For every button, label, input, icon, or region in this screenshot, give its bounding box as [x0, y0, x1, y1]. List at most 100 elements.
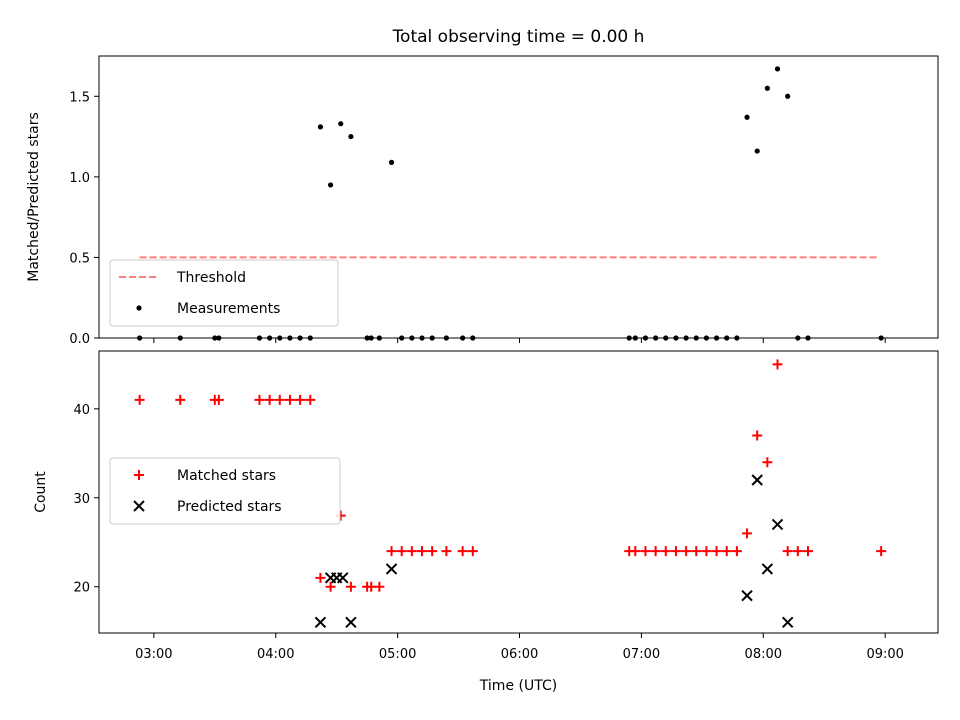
measurement-point — [307, 335, 313, 341]
matched-star-point — [792, 546, 803, 557]
measurement-point — [744, 114, 750, 120]
y-tick-label: 0.5 — [69, 251, 90, 266]
x-tick-label: 07:00 — [623, 647, 660, 662]
predicted-star-point — [385, 563, 398, 575]
measurement-point — [419, 335, 425, 341]
measurement-point — [256, 335, 263, 341]
measurement-point — [429, 335, 435, 341]
measurement-point — [805, 335, 811, 341]
matched-star-point — [691, 546, 702, 557]
measurement-point — [878, 335, 884, 341]
measurement-point — [693, 335, 699, 341]
matched-star-point — [457, 546, 468, 557]
matched-star-point — [406, 546, 417, 557]
measurement-point — [216, 335, 222, 341]
measurement-point — [774, 66, 781, 72]
legend-label: Matched stars — [177, 468, 276, 484]
predicted-star-point — [781, 616, 794, 629]
predicted-star-point — [761, 563, 774, 575]
matched-star-point — [742, 528, 753, 539]
matched-star-point — [731, 546, 742, 557]
predicted-star-point — [751, 474, 763, 486]
legend: Threshold Measurements — [109, 259, 339, 327]
y-tick-label: 20 — [73, 581, 90, 596]
matched-star-point — [175, 394, 186, 405]
matched-star-point — [762, 457, 773, 468]
matched-star-point — [711, 546, 722, 557]
measurement-point — [653, 335, 659, 341]
matched-star-point — [681, 546, 692, 557]
measurement-point — [703, 335, 710, 341]
measurement-point — [470, 335, 476, 341]
x-tick-label: 08:00 — [745, 647, 782, 662]
matched-star-point — [876, 546, 887, 557]
matched-star-point — [782, 546, 793, 557]
measurement-point — [364, 335, 370, 341]
legend-label: Measurements — [177, 301, 280, 317]
predicted-star-point — [771, 518, 784, 531]
matched-star-point — [441, 546, 452, 557]
measurement-point — [734, 335, 740, 341]
matched-star-point — [701, 546, 712, 557]
y-tick-label: 0.0 — [69, 332, 90, 347]
matched-star-point — [213, 394, 224, 405]
legend: Matched stars Predicted stars — [109, 457, 341, 525]
matched-star-point — [650, 546, 661, 557]
x-axis-label: Time (UTC) — [479, 678, 557, 694]
matched-star-point — [752, 430, 763, 441]
y-tick-label: 1.0 — [69, 171, 90, 186]
matched-star-point — [295, 394, 306, 405]
matched-star-point — [630, 546, 641, 557]
measurement-point — [388, 159, 395, 165]
matched-star-point — [305, 394, 316, 405]
y-tick-label: 40 — [73, 403, 90, 418]
measurement-point — [137, 335, 143, 341]
data-layer — [134, 359, 887, 629]
matched-star-point — [284, 394, 295, 405]
measurement-point — [376, 335, 382, 341]
matched-star-point — [660, 546, 671, 557]
measurement-point — [409, 335, 415, 341]
matched-star-point — [264, 394, 275, 405]
x-tick-label: 03:00 — [135, 647, 172, 662]
measurement-point — [683, 335, 689, 341]
measurement-point — [212, 335, 218, 341]
measurement-point — [754, 148, 760, 154]
x-tick-label: 06:00 — [501, 647, 538, 662]
measurement-point — [177, 335, 183, 341]
matched-star-point — [315, 572, 326, 583]
measurement-point — [642, 335, 649, 341]
matched-star-point — [345, 581, 356, 592]
legend-box — [109, 457, 341, 525]
measurement-point — [287, 335, 293, 341]
x-tick-label: 05:00 — [379, 647, 416, 662]
y-axis-label: Count — [33, 471, 49, 513]
measurement-point — [443, 335, 449, 341]
measurement-point — [795, 335, 801, 341]
matched-star-point — [374, 581, 385, 592]
measurement-point — [673, 335, 679, 341]
data-layer — [137, 66, 884, 341]
measurement-point — [277, 335, 283, 341]
matched-star-point — [396, 546, 407, 557]
measurement-point — [663, 335, 669, 341]
matched-star-point — [427, 546, 438, 557]
matched-star-point — [325, 581, 336, 592]
measurement-point — [338, 121, 344, 127]
legend-predicted-swatch — [133, 500, 145, 512]
measurement-point — [348, 133, 354, 140]
measurement-point — [632, 335, 638, 341]
matched-star-point — [640, 546, 651, 557]
matched-star-point — [386, 546, 397, 557]
legend-measurement-swatch — [136, 305, 142, 311]
x-tick-label: 09:00 — [866, 647, 903, 662]
matched-star-point — [721, 546, 732, 557]
measurement-point — [724, 335, 730, 341]
measurement-point — [267, 335, 273, 341]
matched-star-point — [772, 359, 783, 370]
y-tick-label: 1.5 — [69, 90, 90, 105]
measurement-point — [713, 335, 720, 341]
matched-star-point — [467, 546, 478, 557]
legend-label: Predicted stars — [177, 499, 282, 515]
